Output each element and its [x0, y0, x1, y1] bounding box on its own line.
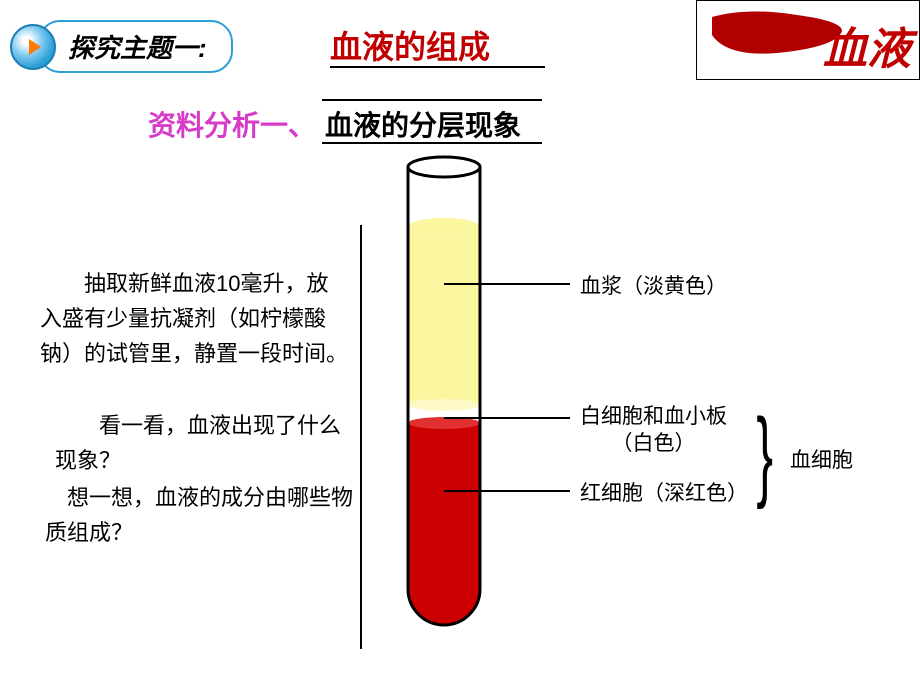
topic-badge: 探究主题一:	[10, 20, 233, 73]
arrow-icon	[29, 39, 41, 55]
topic-play-icon	[10, 24, 56, 70]
sub-title-underline	[322, 142, 542, 144]
sub-title: 血液的分层现象	[325, 104, 521, 144]
main-title: 血液的组成	[330, 22, 490, 68]
logo-box: 血液	[696, 0, 920, 80]
blood-tube-diagram: 血浆（淡黄色） 白细胞和血小板 （白色） 红细胞（深红色） } 血细胞	[360, 155, 900, 655]
label-buffy: 白细胞和血小板 （白色）	[580, 403, 727, 458]
description-paragraph-3: 想一想，血液的成分由哪些物质组成？	[45, 480, 365, 550]
label-buffy-l2: （白色）	[612, 432, 696, 455]
sub-title-overline	[322, 99, 542, 101]
test-tube	[402, 155, 486, 635]
leader-buffy	[444, 417, 570, 419]
topic-label: 探究主题一:	[38, 20, 233, 73]
brace-icon: }	[756, 404, 773, 504]
logo-text: 血液	[823, 13, 911, 77]
label-rbc: 红细胞（深红色）	[580, 480, 748, 507]
tube-svg	[402, 155, 486, 635]
leader-plasma	[444, 283, 570, 285]
description-paragraph-1: 抽取新鲜血液10毫升，放入盛有少量抗凝剂（如柠檬酸钠）的试管里，静置一段时间。	[40, 266, 350, 372]
plasma-top-ellipse	[408, 218, 480, 236]
main-title-underline	[330, 66, 545, 68]
leader-rbc	[444, 490, 570, 492]
rbc-layer	[408, 423, 480, 625]
plasma-layer	[408, 227, 480, 405]
left-baseline	[360, 225, 362, 649]
plasma-bottom-ellipse	[408, 399, 480, 411]
label-plasma: 血浆（淡黄色）	[580, 273, 727, 300]
label-buffy-l1: 白细胞和血小板	[580, 405, 727, 428]
tube-rim	[408, 157, 480, 177]
description-paragraph-2: 看一看，血液出现了什么现象？	[55, 408, 355, 478]
sub-heading: 资料分析一、	[148, 104, 316, 144]
group-label-blood-cells: 血细胞	[790, 447, 853, 474]
